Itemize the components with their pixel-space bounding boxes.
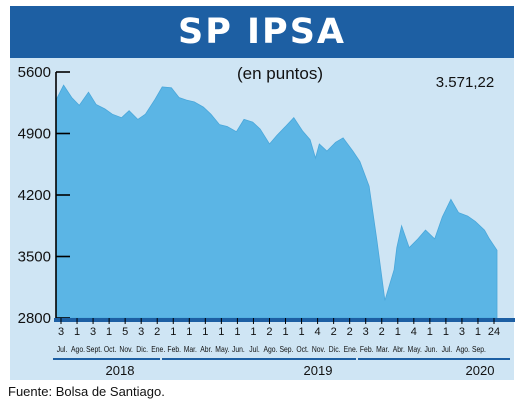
x-tick-day: 3	[90, 326, 96, 338]
x-tick-month: Abr.	[200, 344, 212, 354]
chart-subtitle: (en puntos)	[237, 64, 323, 83]
x-tick-day: 1	[298, 326, 304, 338]
last-value-label: 3.571,22	[436, 74, 494, 91]
x-tick-day: 1	[395, 326, 401, 338]
x-tick-day: 1	[234, 326, 240, 338]
x-tick-month: Sep.	[472, 344, 486, 354]
x-tick-month: Nov.	[312, 344, 325, 354]
x-tick-day: 5	[122, 326, 128, 338]
year-label-2020: 2020	[466, 363, 495, 378]
x-tick-day: 2	[154, 326, 160, 338]
x-tick-month: Sep.	[279, 344, 293, 354]
x-tick-day: 4	[315, 326, 321, 338]
chart-title: SP IPSA	[177, 12, 346, 52]
x-tick-day: 1	[282, 326, 288, 338]
x-tick-day: 1	[106, 326, 112, 338]
x-tick-day: 1	[218, 326, 224, 338]
x-tick-day: 2	[347, 326, 353, 338]
x-tick-day: 1	[186, 326, 192, 338]
x-tick-day: 24	[488, 326, 500, 338]
x-tick-day: 1	[475, 326, 481, 338]
x-tick-day: 1	[74, 326, 80, 338]
x-tick-day: 1	[443, 326, 449, 338]
x-tick-month: Oct.	[296, 344, 308, 354]
x-tick-day: 1	[427, 326, 433, 338]
x-tick-month: Nov.	[119, 344, 132, 354]
source-note: Fuente: Bolsa de Santiago.	[8, 384, 165, 399]
x-tick-month: Oct.	[104, 344, 116, 354]
x-tick-month: Jul.	[442, 344, 453, 354]
x-tick-month: Dic.	[329, 344, 341, 354]
title-bar: SP IPSA	[10, 6, 514, 58]
x-tick-month: May.	[408, 344, 422, 354]
year-label-2018: 2018	[106, 363, 135, 378]
x-tick-month: Abr.	[393, 344, 405, 354]
x-tick-month: Jun.	[424, 344, 437, 354]
x-tick-month: Ago.	[263, 344, 277, 354]
x-tick-day: 4	[411, 326, 417, 338]
x-tick-month: Jun.	[232, 344, 245, 354]
x-tick-day: 2	[266, 326, 272, 338]
y-tick-label: 5600	[18, 64, 51, 81]
x-tick-day: 2	[331, 326, 337, 338]
y-tick-label: 2800	[18, 310, 51, 327]
y-tick-label: 3500	[18, 249, 51, 266]
x-tick-day: 2	[379, 326, 385, 338]
year-label-2019: 2019	[304, 363, 333, 378]
x-tick-month: Feb.	[167, 344, 181, 354]
x-tick-day: 1	[250, 326, 256, 338]
y-tick-label: 4200	[18, 187, 51, 204]
y-axis: 5600 4900 4200 3500 2800	[18, 64, 70, 327]
x-tick-day: 3	[138, 326, 144, 338]
x-tick-month: Mar.	[184, 344, 197, 354]
x-tick-day: 1	[170, 326, 176, 338]
x-axis-band	[54, 318, 515, 322]
x-tick-month: Ago.	[71, 344, 85, 354]
x-tick-day: 1	[202, 326, 208, 338]
x-tick-month: Sept.	[86, 344, 102, 354]
x-tick-month: Ene.	[344, 344, 358, 354]
x-tick-day: 3	[363, 326, 369, 338]
series-area	[55, 84, 498, 319]
plot-layer	[55, 72, 498, 319]
x-tick-month: Ene.	[151, 344, 165, 354]
x-tick-month: Feb.	[360, 344, 374, 354]
x-tick-month: May.	[215, 344, 229, 354]
x-tick-month: Jul.	[249, 344, 260, 354]
x-tick-month: Mar.	[376, 344, 389, 354]
y-tick-label: 4900	[18, 126, 51, 143]
x-tick-day: 3	[459, 326, 465, 338]
x-tick-day: 3	[58, 326, 64, 338]
x-axis: 3 Jul. 1 Ago. 3 Sept. 1 Oct. 5 Nov. 3 Dic. 2 Ene. 1 Feb…	[53, 318, 515, 378]
x-tick-month: Jul.	[57, 344, 68, 354]
x-tick-month: Dic.	[136, 344, 148, 354]
x-tick-month: Ago.	[456, 344, 470, 354]
